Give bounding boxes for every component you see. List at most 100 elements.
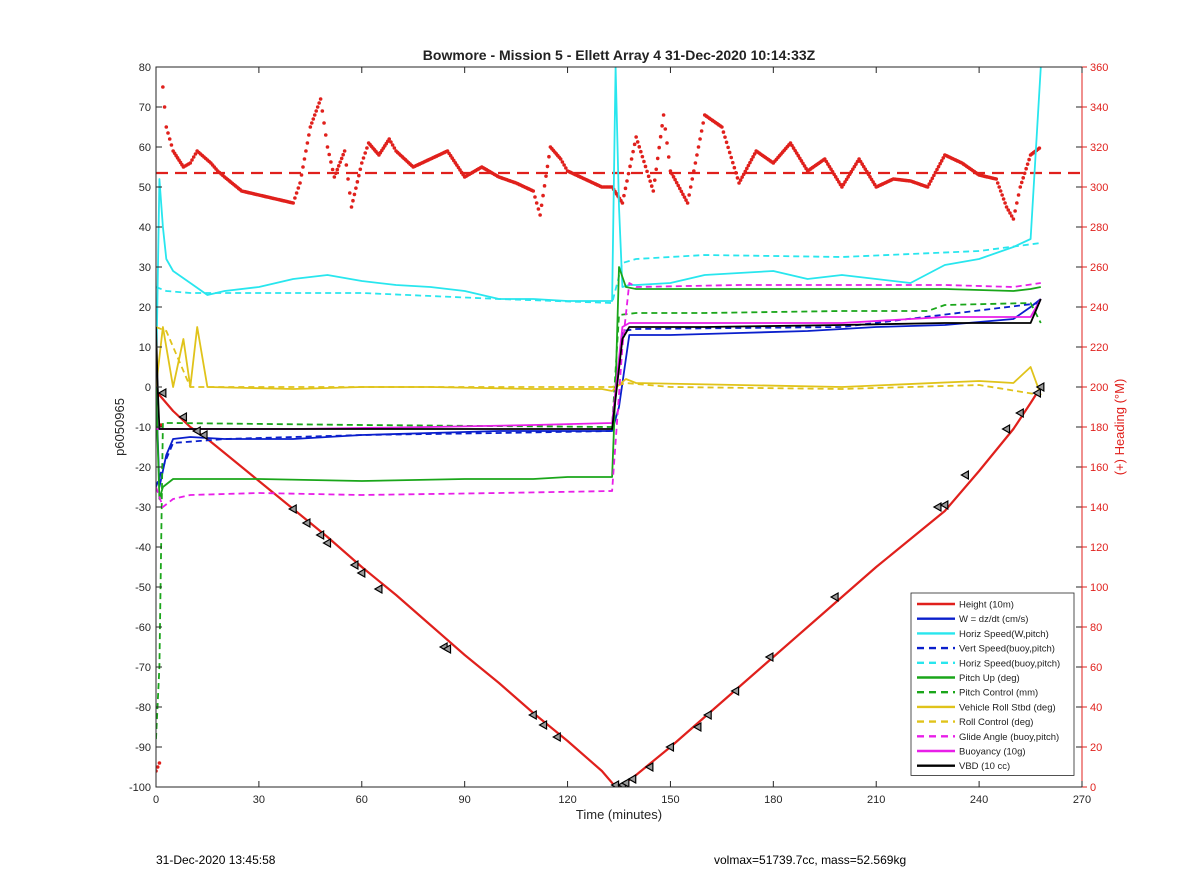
heading-point (631, 149, 635, 154)
heading-point (334, 171, 338, 176)
heading-point (161, 85, 165, 89)
y-tick-label: 20 (139, 302, 151, 314)
heading-point (670, 172, 674, 176)
heading-point (323, 133, 328, 137)
y2-tick-label: 160 (1090, 462, 1108, 474)
height-marker (692, 721, 702, 733)
heading-point (310, 121, 314, 125)
heading-point (622, 193, 626, 198)
legend-label: Horiz Speed(W,pitch) (959, 629, 1049, 640)
heading-point (1022, 171, 1027, 176)
heading-point (1016, 193, 1021, 197)
heading-point (322, 121, 326, 125)
heading-point (673, 177, 677, 182)
heading-point (657, 145, 661, 150)
y-tick-label: 0 (145, 382, 151, 394)
x-tick-label: 60 (356, 794, 368, 806)
heading-point (1025, 162, 1030, 166)
heading-point (157, 761, 162, 765)
heading-point (355, 180, 360, 184)
heading-point (325, 145, 330, 149)
height-marker (287, 503, 297, 515)
heading-point (738, 178, 743, 182)
heading-point (651, 189, 656, 193)
x-axis: 0 30 60 90 120 150 180 210 240 270 (153, 67, 1091, 806)
heading-point (639, 149, 643, 154)
heading-point (729, 155, 734, 160)
x-tick-label: 270 (1073, 794, 1091, 806)
heading-point (660, 124, 664, 128)
y-tick-label: -40 (135, 542, 151, 554)
height-marker (620, 777, 630, 787)
chart-title: Bowmore - Mission 5 - Ellett Array 4 31-… (423, 47, 816, 63)
heading-point (534, 201, 539, 205)
height-marker (702, 709, 712, 721)
heading-point (654, 167, 659, 172)
y-tick-label: 10 (139, 342, 151, 354)
heading-point (1019, 180, 1024, 185)
height-marker (301, 517, 311, 529)
heading-point (347, 191, 352, 195)
height-marker (1035, 381, 1045, 393)
x-tick-label: 0 (153, 794, 159, 806)
heading-point (301, 165, 305, 169)
heading-point (941, 156, 946, 160)
heading-point (752, 152, 757, 156)
y2-tick-label: 340 (1090, 102, 1108, 114)
heading-point (998, 189, 1003, 193)
heading-point (732, 165, 737, 170)
y-tick-label: -50 (135, 582, 151, 594)
y2-tick-label: 320 (1090, 142, 1108, 154)
heading-point (308, 125, 313, 129)
height-marker (1001, 423, 1011, 435)
height-marker (932, 501, 942, 513)
heading-point (735, 176, 740, 180)
x-tick-label: 240 (970, 794, 988, 806)
heading-point (1027, 157, 1031, 162)
heading-point (291, 201, 295, 205)
height-marker (178, 411, 188, 423)
heading-point (558, 157, 563, 161)
y2-tick-label: 200 (1090, 382, 1108, 394)
heading-point (1006, 208, 1011, 212)
y2-tick-label: 240 (1090, 302, 1108, 314)
y-tick-label: -100 (129, 782, 151, 794)
y-tick-label: 40 (139, 222, 151, 234)
heading-point (327, 152, 331, 157)
heading-point (1001, 197, 1006, 201)
heading-point (317, 101, 321, 105)
heading-point (346, 177, 350, 181)
series-line-10 (156, 298, 1042, 430)
heading-point (349, 205, 354, 209)
heading-point (329, 160, 333, 164)
height-marker (373, 583, 383, 595)
heading-point (332, 175, 337, 179)
heading-point (997, 185, 1001, 189)
heading-point (1015, 201, 1019, 205)
heading-point (679, 189, 684, 194)
y2-tick-label: 280 (1090, 222, 1108, 234)
height-marker (627, 773, 637, 785)
y-tick-label: 70 (139, 102, 151, 114)
y-tick-label: -70 (135, 662, 151, 674)
x-tick-label: 180 (764, 794, 782, 806)
x-axis-label: Time (minutes) (576, 807, 662, 822)
legend-box (910, 592, 1075, 776)
heading-point (536, 207, 541, 211)
y2-tick-label: 40 (1090, 702, 1102, 714)
height-marker (939, 499, 949, 511)
height-marker (1015, 407, 1024, 419)
series-lines (156, 67, 1042, 787)
heading-point (620, 201, 625, 205)
heading-point (930, 176, 935, 181)
height-marker (191, 425, 201, 437)
series-line-4 (156, 242, 1041, 304)
heading-point (544, 174, 548, 178)
y2-tick-label: 360 (1090, 62, 1108, 74)
heading-point (731, 160, 735, 165)
height-marker (829, 591, 839, 603)
heading-point (665, 141, 669, 145)
heading-point (1009, 214, 1014, 218)
heading-point (726, 145, 730, 150)
